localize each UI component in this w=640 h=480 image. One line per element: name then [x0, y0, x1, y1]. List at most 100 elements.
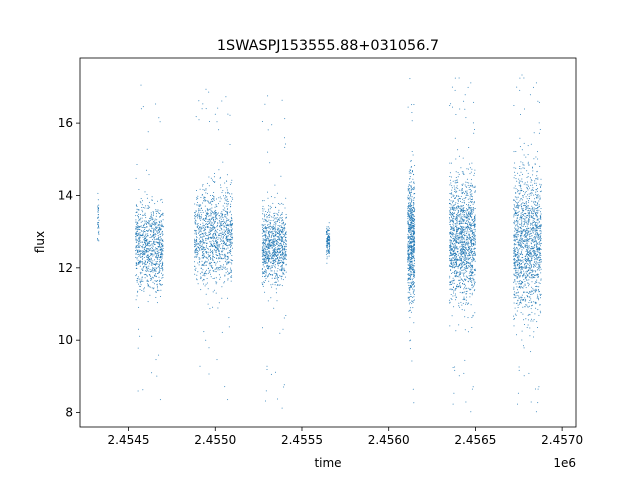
data-point — [161, 249, 163, 251]
data-point — [275, 258, 277, 260]
data-point — [215, 234, 216, 236]
data-point — [458, 266, 460, 268]
data-point — [461, 216, 463, 217]
data-point — [210, 217, 212, 219]
data-point — [269, 245, 271, 247]
data-point — [453, 233, 455, 235]
data-point — [159, 233, 161, 235]
data-point — [150, 270, 152, 272]
data-point — [198, 100, 200, 102]
data-point — [222, 238, 224, 240]
data-point — [277, 236, 279, 238]
data-point — [467, 224, 468, 226]
data-point — [456, 264, 458, 265]
data-point — [155, 247, 157, 249]
data-point — [139, 251, 141, 253]
data-point — [97, 199, 99, 201]
data-point — [230, 229, 232, 231]
data-point — [204, 249, 206, 251]
data-point — [469, 198, 471, 200]
data-point — [459, 267, 461, 269]
data-point — [198, 204, 200, 206]
data-point — [449, 193, 451, 194]
data-point — [450, 196, 452, 198]
data-point — [468, 242, 470, 244]
data-point — [467, 225, 469, 227]
data-point — [274, 184, 276, 186]
data-point — [468, 189, 470, 190]
data-point — [465, 210, 467, 212]
data-point — [454, 189, 456, 190]
data-point — [227, 113, 229, 115]
data-point — [267, 248, 268, 250]
data-point — [135, 215, 137, 217]
data-point — [474, 230, 476, 232]
data-point — [210, 208, 212, 210]
data-point — [145, 240, 146, 242]
data-point — [148, 256, 149, 258]
data-point — [153, 283, 155, 285]
data-point — [407, 210, 409, 212]
data-point — [209, 195, 211, 196]
data-point — [457, 213, 458, 215]
data-point — [231, 217, 232, 219]
data-point — [161, 284, 163, 286]
data-point — [219, 226, 221, 228]
data-point — [280, 241, 282, 243]
data-point — [157, 253, 159, 254]
data-point — [224, 248, 226, 250]
data-point — [144, 265, 146, 267]
data-point — [452, 205, 454, 207]
data-point — [214, 218, 216, 220]
data-point — [263, 225, 265, 227]
data-point — [218, 237, 220, 239]
data-point — [327, 234, 329, 235]
data-point — [457, 229, 459, 231]
data-point — [408, 211, 410, 212]
data-point — [457, 248, 459, 250]
data-point — [278, 209, 280, 211]
data-point — [219, 267, 220, 269]
data-point — [467, 317, 469, 319]
data-point — [471, 198, 473, 200]
data-point — [410, 339, 412, 341]
data-point — [221, 228, 223, 230]
data-point — [329, 245, 331, 247]
data-point — [276, 263, 278, 265]
data-point — [144, 264, 146, 266]
data-point — [467, 256, 469, 258]
data-point — [470, 250, 472, 252]
data-point — [208, 185, 210, 187]
data-point — [277, 225, 279, 226]
data-point — [474, 282, 475, 284]
data-point — [211, 265, 213, 267]
data-point — [226, 229, 228, 231]
data-point — [453, 195, 455, 197]
data-point — [413, 402, 415, 404]
data-point — [214, 222, 215, 224]
data-point — [210, 214, 212, 216]
data-point — [263, 208, 265, 210]
data-point — [222, 161, 224, 163]
data-point — [224, 221, 226, 223]
data-point — [262, 249, 264, 251]
data-point — [451, 273, 453, 274]
data-point — [461, 238, 463, 240]
data-point — [208, 233, 210, 235]
data-point — [459, 287, 461, 289]
data-point — [474, 223, 476, 225]
data-point — [274, 227, 276, 229]
data-point — [146, 244, 148, 245]
data-point — [212, 181, 214, 182]
data-point — [206, 273, 208, 275]
data-point — [221, 231, 223, 233]
data-point — [465, 265, 467, 266]
data-point — [409, 190, 411, 192]
data-point — [284, 249, 286, 251]
data-point — [283, 221, 285, 223]
data-point — [230, 241, 232, 243]
data-point — [140, 108, 142, 110]
data-point — [449, 242, 451, 244]
data-point — [202, 256, 204, 258]
data-point — [271, 124, 273, 126]
